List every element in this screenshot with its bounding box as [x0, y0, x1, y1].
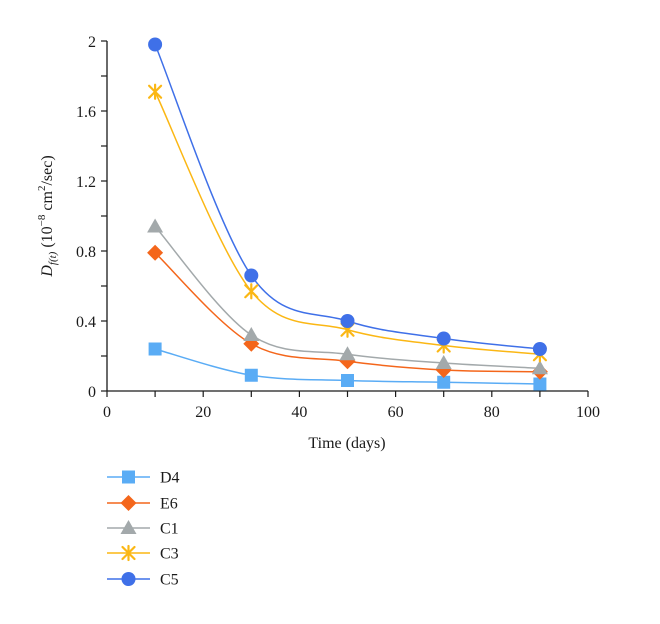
y-axis-title-unit-mid: cm — [39, 190, 56, 214]
legend-item-c3: C3 — [107, 544, 179, 563]
y-axis-ticks: 0 0.4 0.8 1.2 1.6 2 — [76, 34, 107, 401]
x-tick-label: 100 — [576, 404, 600, 421]
legend-marker-triangle — [120, 520, 137, 534]
y-axis-title: Df(t) (10−8 cm2/sec) — [36, 155, 59, 277]
y-axis-title-main: D — [39, 265, 56, 278]
legend-marker-square — [122, 470, 135, 484]
y-axis-title-unit-exp2: 2 — [36, 186, 48, 192]
data-point-d4 — [148, 342, 162, 356]
legend-item-d4: D4 — [107, 470, 180, 487]
data-point-c3 — [244, 283, 259, 300]
legend-marker-star — [121, 544, 136, 562]
data-point-c1 — [147, 218, 164, 233]
data-point-c1 — [339, 346, 356, 361]
data-point-e6 — [147, 244, 164, 261]
x-tick-label: 20 — [195, 404, 211, 421]
series-markers — [147, 37, 548, 391]
data-point-c5 — [436, 331, 451, 346]
x-axis-title: Time (days) — [308, 435, 385, 452]
y-tick-label: 0 — [88, 384, 96, 401]
data-point-c5 — [244, 268, 259, 283]
data-point-c1 — [435, 355, 452, 369]
legend-label: C3 — [160, 546, 179, 563]
legend: D4 E6 C1 C3 C5 — [107, 470, 180, 589]
axes — [106, 41, 588, 392]
data-point-d4 — [533, 377, 547, 391]
y-tick-label: 1.6 — [76, 104, 96, 121]
legend-marker-diamond — [120, 495, 137, 511]
y-tick-label: 0.8 — [76, 244, 96, 261]
y-tick-label: 1.2 — [76, 174, 96, 191]
legend-label: C5 — [160, 572, 179, 589]
legend-label: E6 — [160, 496, 178, 513]
data-point-c5 — [532, 342, 547, 356]
legend-item-e6: E6 — [107, 495, 178, 513]
legend-marker-circle — [121, 572, 136, 586]
x-tick-label: 60 — [388, 404, 404, 421]
data-point-d4 — [244, 368, 258, 382]
x-tick-label: 0 — [103, 404, 111, 421]
legend-item-c1: C1 — [107, 520, 179, 538]
x-tick-label: 80 — [484, 404, 500, 421]
data-point-c3 — [148, 83, 163, 100]
y-axis-title-subscript: f(t) — [47, 251, 59, 265]
data-point-c5 — [340, 314, 355, 328]
x-tick-label: 40 — [291, 404, 307, 421]
legend-label: D4 — [160, 470, 180, 487]
x-axis-ticks: 0 20 40 60 80 100 — [103, 391, 600, 421]
y-axis-title-unit-exp: −8 — [36, 214, 48, 226]
y-tick-label: 2 — [88, 34, 96, 51]
legend-item-c5: C5 — [107, 572, 179, 589]
data-point-c5 — [148, 37, 163, 52]
y-axis-title-unit-suffix: /sec) — [39, 155, 56, 185]
data-point-d4 — [437, 375, 451, 389]
data-point-c1 — [243, 327, 260, 341]
series-line-c1 — [154, 226, 540, 369]
data-point-c1 — [531, 360, 548, 375]
legend-label: C1 — [160, 521, 179, 538]
data-point-d4 — [341, 374, 354, 387]
y-tick-label: 0.4 — [76, 314, 96, 331]
y-axis-title-unit-prefix: (10 — [39, 226, 56, 251]
series-line-c3 — [154, 91, 540, 355]
series-line-c5 — [154, 44, 540, 350]
